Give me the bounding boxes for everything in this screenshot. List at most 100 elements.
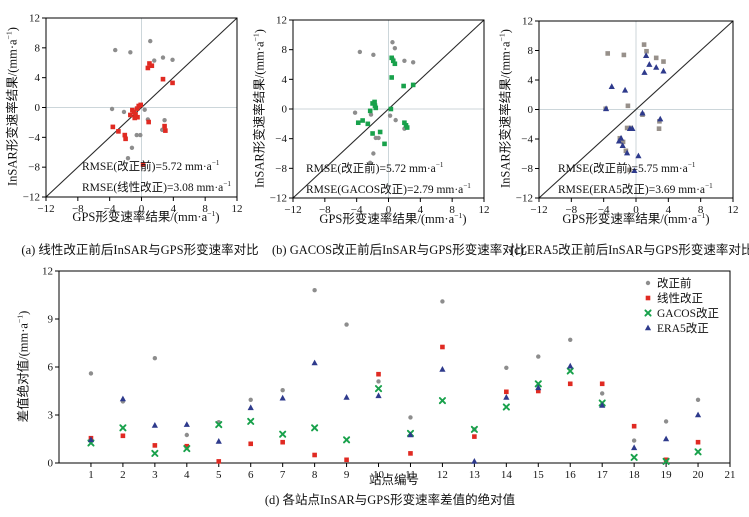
panel-c-y-axis-label-close: ) <box>498 29 513 34</box>
svg-text:12: 12 <box>276 15 287 27</box>
svg-text:10: 10 <box>373 469 385 481</box>
svg-text:5: 5 <box>216 469 222 481</box>
svg-text:−4: −4 <box>275 133 287 145</box>
panel-b-scatter-plot: −12 −8 −4 0 4 8 12 −12 −8 −4 0 4 8 12 <box>270 15 490 217</box>
svg-text:4: 4 <box>171 203 177 215</box>
legend-item: 线性改正 <box>642 290 719 305</box>
svg-text:21: 21 <box>725 469 736 481</box>
svg-text:2: 2 <box>120 469 126 481</box>
legend-item: ERA5改正 <box>642 320 719 335</box>
svg-text:4: 4 <box>184 469 190 481</box>
svg-text:18: 18 <box>629 469 641 481</box>
ERA5改正-legend-marker-icon <box>644 324 652 330</box>
rmse-text: RMSE(线性改正)=3.08 mm·a <box>82 181 224 194</box>
panel-c-x-axis-label-close: ) <box>705 212 710 226</box>
svg-text:−12: −12 <box>37 203 54 215</box>
svg-text:19: 19 <box>661 469 673 481</box>
svg-text:−4: −4 <box>28 132 40 144</box>
panel-c-x-axis-label-text: GPS形变速率结果/(mm·a <box>562 212 698 226</box>
panel-a-y-axis-label-close: ) <box>5 27 20 32</box>
svg-text:3: 3 <box>152 469 158 481</box>
svg-text:4: 4 <box>528 75 534 87</box>
svg-text:11: 11 <box>405 469 416 481</box>
svg-text:0: 0 <box>48 458 54 470</box>
svg-text:12: 12 <box>232 203 243 215</box>
panel-b-x-axis-label-text: GPS形变速率结果/(mm·a <box>319 212 455 226</box>
svg-text:−8: −8 <box>319 204 331 216</box>
svg-text:4: 4 <box>282 74 288 86</box>
panel-a-x-axis-label: GPS形变速率结果/(mm·a−1) <box>41 206 251 225</box>
svg-text:8: 8 <box>449 204 455 216</box>
svg-text:0: 0 <box>528 104 534 116</box>
rmse-text: RMSE(ERA5改正)=3.69 mm·a <box>558 183 706 196</box>
panel-c-x-axis-label-sup: −1 <box>697 210 706 220</box>
svg-text:8: 8 <box>202 203 208 215</box>
panel-d-x-axis-label: 站点编号 <box>368 473 419 487</box>
panel-b-x-axis-label-close: ) <box>462 212 467 226</box>
legend-label: 线性改正 <box>657 292 703 305</box>
panel-d-y-axis-label: 差值绝对值/(mm·a−1) <box>13 267 32 467</box>
svg-text:17: 17 <box>597 469 609 481</box>
panel-b-caption: (b) GACOS改正前后InSAR与GPS形变速率对比 <box>272 243 528 257</box>
panel-a-rmse-before: RMSE(改正前)=5.72 mm·a−1 <box>82 155 231 176</box>
svg-text:6: 6 <box>48 362 54 374</box>
rmse-sup: −1 <box>211 159 220 167</box>
svg-text:8: 8 <box>528 45 534 57</box>
rmse-sup: −1 <box>687 161 696 169</box>
svg-text:0: 0 <box>386 204 392 216</box>
svg-text:20: 20 <box>693 469 705 481</box>
panel-b-y-axis-label-sup: −1 <box>251 33 261 42</box>
legend: 改正前线性改正 GACOS改正 ERA5改正 <box>642 275 719 335</box>
rmse-text: RMSE(GACOS改正)=2.79 mm·a <box>306 183 464 196</box>
panel-a-scatter-plot: −12 −8 −4 0 4 8 12 −12 −8 −4 0 4 8 12 <box>23 13 243 216</box>
panel-c-y-axis-label-sup: −1 <box>497 33 507 42</box>
svg-text:12: 12 <box>42 266 53 278</box>
svg-text:12: 12 <box>522 16 533 28</box>
panel-c-y-axis-label-text: InSAR形变速率结果/(mm·a <box>498 41 513 188</box>
legend-label: 改正前 <box>657 277 692 290</box>
svg-text:4: 4 <box>35 72 41 84</box>
legend-label: GACOS改正 <box>657 307 719 320</box>
svg-text:−12: −12 <box>284 204 301 216</box>
panel-b-rmse-corrected: RMSE(GACOS改正)=2.79 mm·a−1 <box>306 178 471 199</box>
panel-c-rmse-annotations: RMSE(改正前)=5.75 mm·a−1 RMSE(ERA5改正)=3.69 … <box>558 157 713 199</box>
svg-text:−12: −12 <box>23 192 40 204</box>
panel-d-y-axis-label-close: ) <box>16 310 31 315</box>
svg-text:−8: −8 <box>28 162 40 174</box>
rmse-sup: −1 <box>435 161 444 169</box>
svg-text:−4: −4 <box>104 203 116 215</box>
svg-text:−4: −4 <box>351 204 363 216</box>
svg-text:−12: −12 <box>516 193 533 205</box>
svg-text:0: 0 <box>139 203 145 215</box>
改正前-legend-marker-icon <box>645 280 651 285</box>
svg-text:15: 15 <box>533 469 545 481</box>
svg-text:12: 12 <box>728 204 739 216</box>
svg-text:4: 4 <box>418 204 424 216</box>
svg-text:9: 9 <box>344 469 350 481</box>
svg-text:3: 3 <box>48 410 54 422</box>
svg-text:1: 1 <box>88 469 94 481</box>
svg-text:13: 13 <box>469 469 481 481</box>
svg-text:0: 0 <box>633 204 639 216</box>
svg-text:12: 12 <box>29 13 40 25</box>
svg-text:12: 12 <box>437 469 448 481</box>
svg-text:8: 8 <box>282 44 288 56</box>
svg-text:4: 4 <box>666 204 672 216</box>
panel-b-y-axis-label: InSAR形变速率结果/(mm·a−1) <box>249 9 268 209</box>
svg-text:−8: −8 <box>521 163 533 175</box>
panel-c-y-axis-label: InSAR形变速率结果/(mm·a−1) <box>495 9 514 209</box>
panel-a-caption: (a) 线性改正前后InSAR与GPS形变速率对比 <box>21 243 259 257</box>
svg-text:−8: −8 <box>275 163 287 175</box>
panel-d-caption: (d) 各站点InSAR与GPS形变速率差值的绝对值 <box>264 493 516 507</box>
panel-a-x-axis-label-text: GPS形变速率结果/(mm·a <box>72 210 208 224</box>
svg-text:0: 0 <box>35 102 41 114</box>
panel-a-rmse-annotations: RMSE(改正前)=5.72 mm·a−1 RMSE(线性改正)=3.08 mm… <box>82 155 231 197</box>
rmse-text: RMSE(改正前)=5.72 mm·a <box>82 160 212 173</box>
svg-text:16: 16 <box>565 469 577 481</box>
svg-text:8: 8 <box>35 42 41 54</box>
panel-c-rmse-before: RMSE(改正前)=5.75 mm·a−1 <box>558 157 713 178</box>
rmse-sup: −1 <box>223 179 231 188</box>
svg-text:14: 14 <box>501 469 513 481</box>
